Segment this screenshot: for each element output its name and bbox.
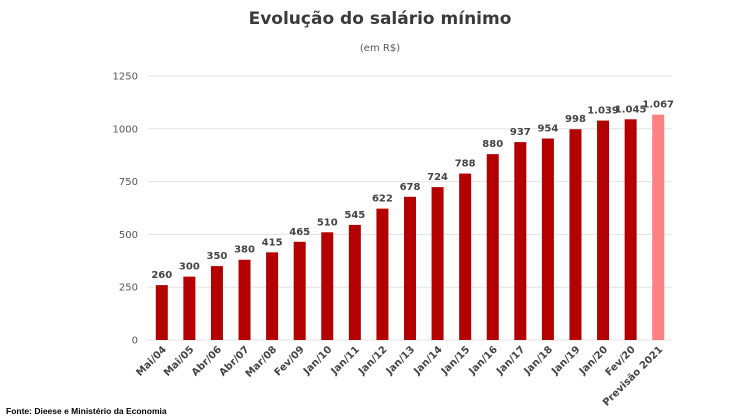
x-axis-ticks: Mai/04Mai/05Abr/06Abr/07Mar/08Fev/09Jan/… <box>134 344 665 408</box>
data-label: 880 <box>482 139 503 150</box>
source-note: Fonte: Dieese e Ministério da Economia <box>6 406 167 416</box>
bar <box>293 241 306 340</box>
bar <box>155 285 168 340</box>
x-tick-label: Jan/17 <box>494 344 527 377</box>
bar <box>569 129 582 340</box>
data-label: 1.067 <box>642 100 674 111</box>
x-tick-label: Jan/12 <box>356 344 389 377</box>
y-tick-label: 250 <box>119 283 138 294</box>
data-label: 260 <box>151 270 172 281</box>
bar <box>376 208 389 340</box>
y-tick-label: 1250 <box>113 72 138 83</box>
bar <box>624 119 637 341</box>
bar <box>459 173 472 340</box>
x-tick-label: Jan/13 <box>384 344 417 377</box>
y-tick-label: 500 <box>119 230 138 241</box>
bar <box>183 276 196 340</box>
data-label: 465 <box>289 227 310 238</box>
data-label: 937 <box>510 127 531 138</box>
y-axis-ticks: 0 250 500 750 1000 1250 <box>113 72 138 347</box>
bar <box>238 259 251 340</box>
x-tick-label: Jan/16 <box>467 344 500 377</box>
bar <box>210 266 223 340</box>
x-tick-label: Fev/09 <box>273 344 307 378</box>
bar <box>486 154 499 340</box>
data-label: 954 <box>537 124 558 135</box>
y-tick-label: 750 <box>119 177 138 188</box>
bar <box>597 120 610 340</box>
data-label: 545 <box>344 210 365 221</box>
bar <box>541 138 554 340</box>
bar <box>431 187 444 340</box>
data-label: 678 <box>400 182 421 193</box>
data-label: 1.045 <box>615 104 647 115</box>
data-label: 510 <box>317 217 338 228</box>
bar <box>321 232 334 340</box>
x-tick-label: Jan/19 <box>549 344 582 377</box>
bar <box>514 142 527 340</box>
bar <box>266 252 279 340</box>
data-label: 724 <box>427 172 448 183</box>
chart-subtitle: (em R$) <box>360 43 400 54</box>
x-tick-label: Jan/18 <box>522 344 555 377</box>
bars <box>155 114 665 341</box>
data-label: 622 <box>372 194 393 205</box>
data-label: 415 <box>262 237 283 248</box>
chart-title: Evolução do salário mínimo <box>249 9 512 29</box>
x-tick-label: Jan/11 <box>329 344 362 377</box>
y-tick-label: 1000 <box>113 124 138 135</box>
data-label: 788 <box>455 159 476 170</box>
data-label: 300 <box>179 262 200 273</box>
data-label: 1.039 <box>587 106 619 117</box>
bar <box>652 114 665 340</box>
bar <box>404 196 416 340</box>
data-label: 998 <box>565 114 586 125</box>
data-label: 350 <box>207 251 228 262</box>
data-labels: 260 300 350 380 415 465 510 545 622 678 724 788 880 9… <box>151 100 674 281</box>
x-tick-label: Jan/10 <box>301 344 334 377</box>
data-label: 380 <box>234 245 255 256</box>
x-tick-label: Jan/15 <box>439 344 472 377</box>
y-tick-label: 0 <box>132 336 138 347</box>
bar <box>348 224 361 340</box>
x-tick-label: Jan/14 <box>411 344 444 377</box>
